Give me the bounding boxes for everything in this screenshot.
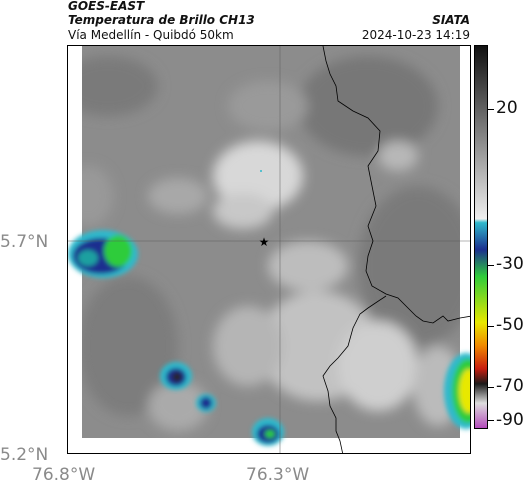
colorbar-label: -30 [496,254,524,274]
temperature-colorbar [474,45,488,429]
colorbar-label: -50 [496,315,524,335]
lon-label-east: 76.3°W [246,465,309,485]
convective-cell-south-1 [160,362,192,390]
product-title: Temperatura de Brillo CH13 [68,13,255,27]
convective-cell-south-2 [196,394,216,412]
lon-label-west: 76.8°W [32,465,95,485]
satellite-map[interactable]: ★ [67,45,471,454]
colorbar-label: -90 [496,410,524,430]
colorbar-label: -70 [496,376,524,396]
cyan-pixel [260,170,262,172]
lat-label-north: 5.7°N [0,232,48,252]
colorbar-tick [488,326,494,327]
satellite-title: GOES-EAST [68,0,144,13]
colorbar-tick [488,109,494,110]
convective-cell-south-3 [252,418,284,446]
colorbar-tick [488,265,494,266]
agency-label: SIATA [432,13,470,27]
colorbar-tick [488,387,494,388]
lat-label-south: 5.2°N [0,445,48,465]
star-icon: ★ [259,235,270,249]
colorbar-label: 20 [496,98,518,118]
brightness-temperature-field: ★ [68,46,471,454]
colorbar-tick [488,420,494,421]
convective-cell-west [68,230,138,278]
region-subtitle: Vía Medellín - Quibdó 50km [68,28,234,42]
datetime-label: 2024-10-23 14:19 [362,28,470,42]
